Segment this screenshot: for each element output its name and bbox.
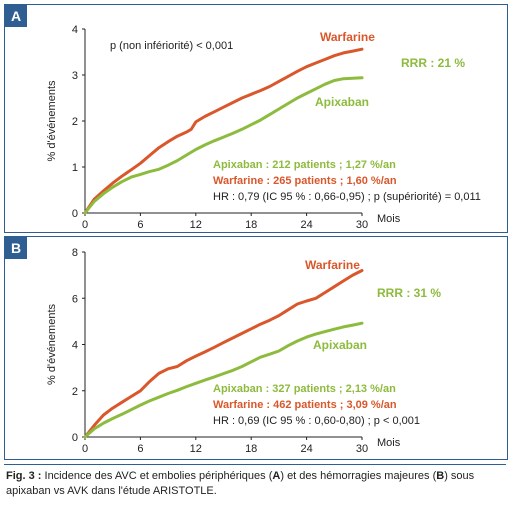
caption-text-2: ) et des hémorragies majeures (: [280, 470, 437, 482]
x-tick-label: 18: [245, 443, 257, 455]
x-tick-label: 6: [137, 219, 143, 231]
y-tick-label: 8: [72, 247, 78, 259]
series-label-apixaban: Apixaban: [315, 95, 369, 109]
stats-hr: HR : 0,69 (IC 95 % : 0,60-0,80) ; p < 0,…: [213, 415, 420, 427]
series-line-apixaban: [83, 321, 364, 439]
caption-text-3: ) sous apixaban vs AVK dans l'étude ARIS…: [6, 470, 475, 497]
series-label-warfarine: Warfarine: [305, 258, 360, 272]
series-line-warfarine: [83, 47, 364, 215]
y-tick-label: 4: [72, 340, 78, 352]
x-tick-label: 24: [300, 219, 312, 231]
panel-a: A 0 1 2 3 4 0 6 12 18 24 30% d'événements Mois Warfa…: [4, 4, 508, 233]
caption-rule: [4, 464, 506, 465]
x-axis-label: Mois: [377, 437, 401, 449]
y-tick-label: 4: [72, 24, 78, 36]
series-line-warfarine: [83, 269, 364, 439]
caption-text-1: Incidence des AVC et embolies périphériq…: [41, 470, 273, 482]
x-tick-label: 12: [190, 443, 202, 455]
stats-warfarine: Warfarine : 265 patients ; 1,60 %/an: [213, 175, 397, 187]
x-tick-label: 30: [356, 219, 368, 231]
y-tick-label: 3: [72, 70, 78, 82]
rrr-label: RRR : 21 %: [401, 56, 465, 70]
caption-fig-label: Fig. 3 :: [6, 470, 42, 482]
stats-apixaban: Apixaban : 327 patients ; 2,13 %/an: [213, 383, 396, 395]
figure-caption: Fig. 3 : Incidence des AVC et embolies p…: [6, 469, 504, 499]
y-tick-label: 2: [72, 116, 78, 128]
caption-b: B: [436, 470, 445, 482]
x-tick-label: 6: [137, 443, 143, 455]
y-tick-label: 2: [72, 386, 78, 398]
y-tick-label: 6: [72, 293, 78, 305]
rrr-label: RRR : 31 %: [377, 286, 441, 300]
y-tick-label: 0: [72, 432, 78, 444]
y-tick-label: 1: [72, 162, 78, 174]
series-line-apixaban: [83, 76, 364, 215]
series-label-warfarine: Warfarine: [320, 30, 375, 44]
x-axis-label: Mois: [377, 213, 401, 225]
y-tick-label: 0: [72, 208, 78, 220]
x-tick-label: 24: [300, 443, 312, 455]
panel-a-badge: A: [5, 5, 27, 27]
stats-warfarine: Warfarine : 462 patients ; 3,09 %/an: [213, 399, 397, 411]
y-axis-label: % d'événements: [46, 304, 58, 385]
x-tick-label: 30: [356, 443, 368, 455]
series-label-apixaban: Apixaban: [313, 338, 367, 352]
x-tick-label: 12: [190, 219, 202, 231]
significance-annotation: p (non infériorité) < 0,001: [110, 40, 233, 52]
x-tick-label: 18: [245, 219, 257, 231]
panel-b: B 0 2 4 6 8 0 6 12 18 24 30% d'événements Mois Warfa…: [4, 236, 508, 460]
stats-apixaban: Apixaban : 212 patients ; 1,27 %/an: [213, 159, 396, 171]
x-tick-label: 0: [82, 443, 88, 455]
caption-a: A: [272, 470, 281, 482]
y-axis-label: % d'événements: [46, 80, 58, 161]
stats-hr: HR : 0,79 (IC 95 % : 0,66-0,95) ; p (sup…: [213, 191, 481, 203]
x-tick-label: 0: [82, 219, 88, 231]
panel-b-badge: B: [5, 237, 27, 259]
